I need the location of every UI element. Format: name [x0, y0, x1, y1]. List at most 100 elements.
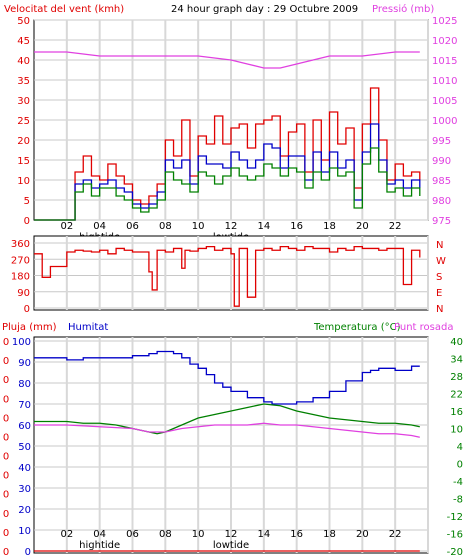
temperature-y-tick: -16	[447, 530, 463, 541]
dewpoint-axis-title: Punt rosada	[394, 322, 453, 333]
pressure-y-tick: 975	[432, 216, 451, 227]
humidity-y-tick: 100	[12, 337, 31, 348]
pressure-y-tick: 985	[432, 176, 451, 187]
rain-y-tick: 0	[3, 528, 9, 539]
x-tick-label: 22	[389, 529, 402, 540]
humidity-y-tick: 70	[18, 400, 31, 411]
x-tick-label: 14	[257, 529, 270, 540]
x-tick-label: 06	[126, 221, 139, 232]
series-temperature	[34, 403, 420, 435]
wind-panel: 0510152025303540455097598098599099510001…	[17, 16, 457, 243]
pressure-axis-title: Pressió (mb)	[372, 3, 434, 15]
rain-y-tick: 0	[3, 490, 9, 501]
rain-y-tick: 0	[3, 452, 9, 463]
humidity-y-tick: 0	[25, 547, 31, 556]
pressure-y-tick: 1010	[432, 76, 457, 87]
temperature-y-tick: -20	[447, 547, 463, 556]
temperature-y-tick: 16	[450, 407, 463, 418]
humidity-y-tick: 80	[18, 379, 31, 390]
x-tick-label: 12	[225, 221, 238, 232]
x-tick-label: 08	[159, 529, 172, 540]
x-tick-label: 16	[290, 529, 303, 540]
x-tick-label: 20	[356, 221, 369, 232]
wind-y-tick: 20	[17, 136, 30, 147]
x-tick-label: 12	[225, 529, 238, 540]
x-tick-label: 18	[323, 529, 336, 540]
humidity-y-tick: 50	[18, 442, 31, 453]
series-wind-base	[34, 147, 421, 221]
pressure-y-tick: 995	[432, 136, 451, 147]
rain-y-tick: 0	[3, 509, 9, 520]
temperature-y-tick: 0	[457, 460, 463, 471]
temperature-y-tick: 28	[450, 372, 463, 383]
rain-y-tick: 0	[3, 432, 9, 443]
rain-axis-title: Pluja (mm)	[2, 322, 57, 333]
pressure-y-tick: 990	[432, 156, 451, 167]
wind-axis-title: Velocitat del vent (kmh)	[4, 4, 124, 15]
compass-label: W	[436, 256, 446, 267]
humidity-y-tick: 60	[18, 421, 31, 432]
x-tick-label: 18	[323, 221, 336, 232]
chart-title: 24 hour graph day : 29 Octubre 2009	[171, 4, 358, 15]
tide-label: hightide	[79, 540, 120, 551]
x-tick-label: 04	[93, 529, 106, 540]
humidity-y-tick: 40	[18, 463, 31, 474]
pressure-y-tick: 1015	[432, 56, 457, 67]
direction-y-tick: 90	[17, 288, 30, 299]
x-tick-label: 10	[192, 221, 205, 232]
humidity-panel: Pluja (mm) Humitat Temperatura (°C) Punt…	[2, 322, 463, 556]
rain-y-tick: 0	[3, 547, 9, 556]
x-tick-label: 06	[126, 529, 139, 540]
temperature-y-tick: 10	[450, 425, 463, 436]
wind-y-tick: 30	[17, 96, 30, 107]
temperature-axis-title: Temperatura (°C)	[313, 322, 401, 333]
wind-y-tick: 5	[24, 196, 30, 207]
temperature-y-tick: 22	[450, 390, 463, 401]
series-humidity	[34, 350, 420, 405]
series-pressure	[34, 51, 420, 69]
rain-y-tick: 0	[3, 375, 9, 386]
temperature-y-tick: 34	[450, 355, 463, 366]
pressure-y-tick: 1005	[432, 96, 457, 107]
pressure-y-tick: 1025	[432, 16, 457, 27]
pressure-y-tick: 1000	[432, 116, 457, 127]
rain-y-tick: 0	[3, 471, 9, 482]
rain-y-tick: 0	[3, 337, 9, 348]
tide-label: lowtide	[213, 540, 249, 551]
temperature-y-tick: -4	[453, 477, 463, 488]
x-tick-label: 10	[192, 529, 205, 540]
x-tick-label: 02	[60, 529, 73, 540]
humidity-y-tick: 10	[18, 526, 31, 537]
series-direction	[34, 245, 421, 307]
x-tick-label: 14	[257, 221, 270, 232]
humidity-axis-title: Humitat	[68, 322, 108, 333]
wind-y-tick: 50	[17, 16, 30, 27]
wind-y-tick: 15	[17, 156, 30, 167]
direction-y-tick: 180	[11, 272, 30, 283]
wind-y-tick: 40	[17, 56, 30, 67]
series-dewpoint	[34, 422, 420, 438]
compass-label: N	[436, 240, 443, 251]
compass-label: N	[436, 304, 443, 315]
humidity-y-tick: 20	[18, 505, 31, 516]
wind-y-tick: 45	[17, 36, 30, 47]
rain-y-tick: 0	[3, 394, 9, 405]
pressure-y-tick: 980	[432, 196, 451, 207]
rain-y-tick: 0	[3, 413, 9, 424]
direction-y-tick: 360	[11, 239, 30, 250]
temperature-y-tick: -12	[447, 512, 463, 523]
compass-label: S	[436, 272, 442, 283]
x-tick-label: 02	[60, 221, 73, 232]
compass-label: E	[436, 288, 442, 299]
x-tick-label: 04	[93, 221, 106, 232]
wind-y-tick: 10	[17, 176, 30, 187]
temperature-y-tick: -8	[453, 495, 463, 506]
wind-y-tick: 0	[24, 216, 30, 227]
temperature-y-tick: 4	[457, 442, 463, 453]
x-tick-label: 22	[389, 221, 402, 232]
humidity-y-tick: 30	[18, 484, 31, 495]
x-tick-label: 16	[290, 221, 303, 232]
wind-y-tick: 25	[17, 116, 30, 127]
